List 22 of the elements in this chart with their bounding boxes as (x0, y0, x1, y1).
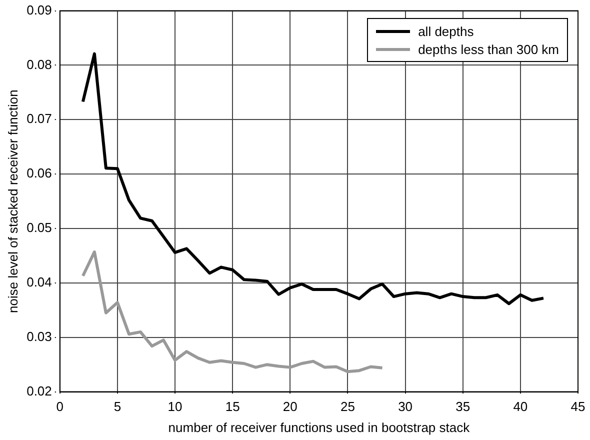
y-tick-label: 0.04 (26, 274, 52, 290)
y-tick-label: 0.06 (26, 166, 52, 181)
x-tick-label: 35 (456, 399, 470, 414)
x-tick-label: 45 (570, 399, 586, 414)
y-tick-label: 0.07 (26, 111, 52, 126)
x-tick-label: 40 (513, 399, 528, 414)
y-axis-title: noise level of stacked receiver function (5, 90, 20, 313)
x-tick-label: 25 (340, 399, 355, 414)
legend-label: all depths (418, 24, 474, 38)
x-tick-label: 5 (114, 399, 122, 414)
y-tick-label: 0.05 (26, 220, 52, 236)
x-axis-title: number of receiver functions used in bootstrap stack (168, 420, 470, 435)
y-tick-label: 0.03 (26, 328, 52, 344)
y-tick-label: 0.08 (26, 56, 52, 72)
y-tick-label: 0.02 (26, 383, 52, 398)
x-tick-label: 30 (398, 399, 413, 414)
y-tick-label: 0.09 (26, 2, 52, 18)
x-tick-label: 15 (225, 399, 240, 414)
x-tick-label: 0 (56, 399, 64, 414)
x-tick-label: 20 (282, 399, 298, 414)
x-tick-label: 10 (168, 399, 182, 414)
legend-label: depths less than 300 km (418, 42, 559, 56)
